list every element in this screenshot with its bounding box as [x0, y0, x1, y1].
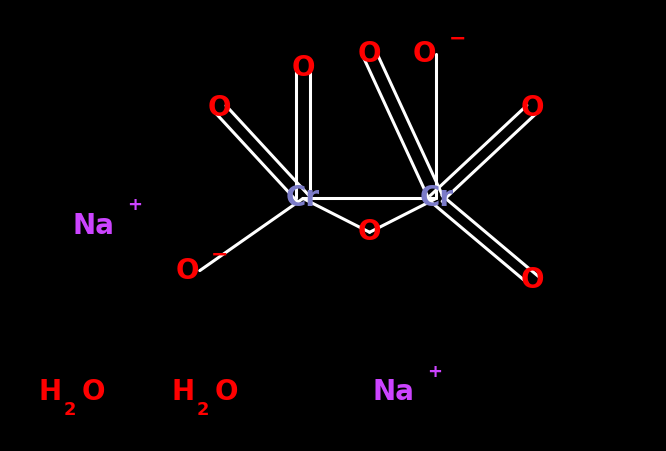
Text: Cr: Cr [419, 184, 454, 212]
Text: O: O [521, 266, 545, 294]
Text: O: O [358, 40, 382, 68]
Text: Na: Na [73, 212, 114, 239]
Text: O: O [208, 94, 232, 122]
Text: O: O [412, 40, 436, 68]
Text: −: − [211, 245, 228, 265]
Text: H: H [172, 378, 194, 406]
Text: Na: Na [372, 378, 414, 406]
Text: O: O [176, 257, 200, 285]
Text: 2: 2 [64, 401, 76, 419]
Text: O: O [291, 54, 315, 82]
Text: +: + [427, 363, 442, 381]
Text: O: O [521, 94, 545, 122]
Text: O: O [214, 378, 238, 406]
Text: +: + [127, 196, 142, 214]
Text: Cr: Cr [286, 184, 320, 212]
Text: 2: 2 [197, 401, 209, 419]
Text: H: H [39, 378, 61, 406]
Text: O: O [81, 378, 105, 406]
Text: −: − [449, 28, 466, 48]
Text: O: O [358, 218, 382, 246]
